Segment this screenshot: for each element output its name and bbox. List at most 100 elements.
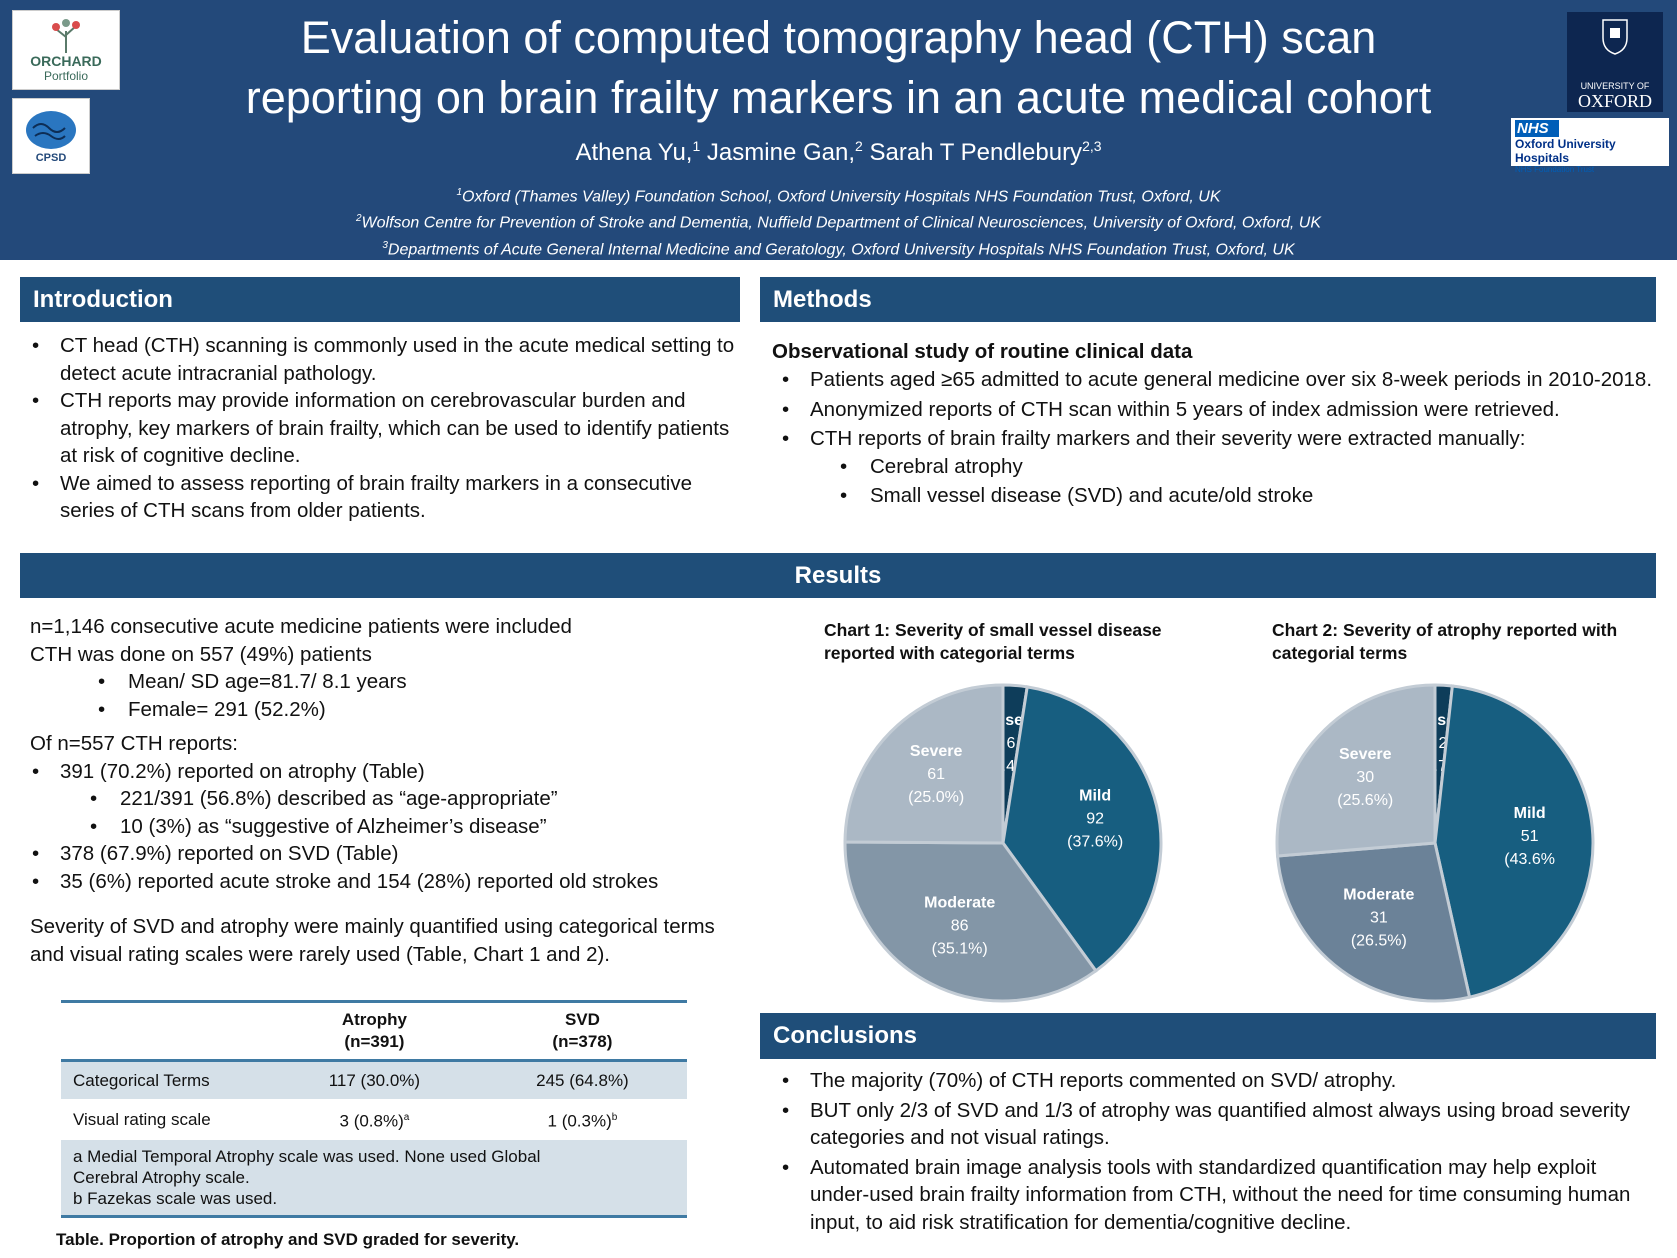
logo-text: ORCHARD [30, 53, 102, 69]
affiliation: 3Departments of Acute General Internal M… [0, 235, 1677, 261]
affil-sup: 3 [382, 239, 388, 251]
footnote-cell: a Medial Temporal Atrophy scale was used… [61, 1140, 687, 1217]
table-header: SVD (n=378) [478, 1002, 687, 1061]
footnote: a Medial Temporal Atrophy scale was used… [73, 1146, 541, 1187]
table-footnotes: a Medial Temporal Atrophy scale was used… [61, 1139, 687, 1217]
table-cell: Visual rating scale [73, 1109, 211, 1129]
header-text: Atrophy [341, 1010, 407, 1029]
chart2-title: Chart 2: Severity of atrophy reported wi… [1272, 620, 1618, 663]
author-name: Sarah T Pendlebury [862, 139, 1083, 166]
list-item: 391 (70.2%) reported on atrophy (Table) [22, 758, 730, 786]
table-header: Atrophy (n=391) [271, 1002, 478, 1061]
data-label-moderate: Moderate 31 (26.5%) [1343, 886, 1414, 949]
introduction-list: CT head (CTH) scanning is commonly used … [22, 332, 737, 525]
logo-text: UNIVERSITY OF [1580, 81, 1650, 91]
list-item: 378 (67.9%) reported on SVD (Table) [22, 840, 730, 868]
affiliation: 2Wolfson Centre for Prevention of Stroke… [0, 208, 1677, 234]
data-label-moderate: Moderate 86 (35.1%) [924, 894, 995, 957]
list-item: Anonymized reports of CTH scan within 5 … [772, 396, 1652, 424]
orchard-logo: ORCHARD Portfolio [12, 10, 120, 90]
list-item: Small vessel disease (SVD) and acute/old… [772, 482, 1652, 510]
oxford-logo: UNIVERSITY OF OXFORD [1567, 12, 1663, 112]
header-text: (n=378) [552, 1032, 613, 1051]
data-label-severe: Severe 30 (25.6%) [1337, 746, 1393, 809]
methods-list: Patients aged ≥65 admitted to acute gene… [772, 366, 1652, 510]
crest-icon [1602, 19, 1628, 55]
results-summary: Severity of SVD and atrophy were mainly … [30, 915, 715, 966]
data-label-mild: Mild 92 (37.6%) [1067, 788, 1123, 851]
pie-slice-severe [1275, 683, 1437, 858]
pie-slice-moderate [1275, 841, 1472, 1003]
author-name: Athena Yu, [575, 139, 693, 166]
logo-text: Portfolio [43, 69, 89, 83]
logo-text: OXFORD [1577, 91, 1652, 111]
list-item: We aimed to assess reporting of brain fr… [22, 470, 737, 525]
list-item: Cerebral atrophy [772, 453, 1652, 481]
title-line: reporting on brain frailty markers in an… [245, 72, 1432, 123]
methods-heading: Methods [760, 277, 1656, 322]
table-cell: 117 (30.0%) [328, 1071, 421, 1090]
affil-text: Departments of Acute General Internal Me… [387, 240, 1295, 258]
logo-text: NHS [1515, 120, 1559, 137]
chart1-pie: Absent 6 (2.4%)Mild 92 (37.6%)Moderate 86 (35.… [843, 683, 1163, 1003]
data-label-severe: Severe 61 (25.0%) [908, 743, 964, 806]
list-item: The majority (70%) of CTH reports commen… [772, 1067, 1632, 1095]
pie-slice-mild [1001, 685, 1163, 973]
affiliations: 1Oxford (Thames Valley) Foundation Schoo… [0, 182, 1677, 261]
author-name: Jasmine Gan, [700, 139, 855, 166]
chart1-title: Chart 1: Severity of small vessel diseas… [824, 620, 1162, 663]
footnote-mark: b [611, 1112, 618, 1123]
data-label-mild: Mild 51 (43.6% [1504, 805, 1555, 868]
table-header [61, 1002, 271, 1061]
results-line: CTH was done on 557 (49%) patients [30, 642, 372, 666]
cell-text: 3 (0.8%) [339, 1111, 404, 1131]
list-item: CTH reports may provide information on c… [22, 387, 737, 470]
conclusions-heading: Conclusions [760, 1013, 1656, 1059]
list-item: Mean/ SD age=81.7/ 8.1 years [30, 668, 730, 696]
table-row: Visual rating scale 3 (0.8%)a 1 (0.3%)b [61, 1099, 687, 1140]
table-cell: Categorical Terms [73, 1071, 210, 1090]
header-text: (n=391) [344, 1032, 405, 1051]
list-item: BUT only 2/3 of SVD and 1/3 of atrophy w… [772, 1097, 1632, 1152]
results-line: n=1,146 consecutive acute medicine patie… [30, 615, 572, 638]
pie-slice-mild [1433, 684, 1595, 999]
affil-sup: 1 [456, 187, 463, 198]
cpsd-logo: CPSD [12, 98, 90, 174]
affiliation: 1Oxford (Thames Valley) Foundation Schoo… [0, 182, 1677, 208]
title-line: Evaluation of computed tomography head (… [300, 12, 1377, 63]
results-heading: Results [20, 553, 1656, 598]
list-item: CT head (CTH) scanning is commonly used … [22, 332, 737, 387]
logo-text: NHS Foundation Trust [1515, 165, 1595, 174]
list-item: 10 (3%) as “suggestive of Alzheimer’s di… [22, 813, 730, 841]
introduction-heading: Introduction [20, 277, 740, 322]
list-item: 221/391 (56.8%) described as “age-approp… [22, 785, 730, 813]
list-item: CTH reports of brain frailty markers and… [772, 425, 1652, 453]
affil-text: Wolfson Centre for Prevention of Stroke … [361, 214, 1322, 232]
table-caption: Table. Proportion of atrophy and SVD gra… [56, 1230, 520, 1249]
poster-header: Evaluation of computed tomography head (… [0, 0, 1677, 260]
header-text: SVD [564, 1010, 600, 1029]
results-line: Of n=557 CTH reports: [30, 732, 238, 755]
nhs-logo: NHS Oxford University Hospitals NHS Foun… [1511, 118, 1669, 174]
authors: Athena Yu,1 Jasmine Gan,2 Sarah T Pendle… [0, 138, 1677, 167]
results-text: n=1,146 consecutive acute medicine patie… [30, 613, 730, 968]
pie-slice-moderate [843, 840, 1098, 1003]
affil-text: Oxford (Thames Valley) Foundation School… [462, 188, 1221, 206]
list-item: Automated brain image analysis tools wit… [772, 1154, 1632, 1237]
author-sup: 2,3 [1082, 138, 1102, 154]
methods-subheading: Observational study of routine clinical … [772, 340, 1193, 363]
brain-icon [26, 111, 76, 149]
results-table: Atrophy (n=391) SVD (n=378) Categorical Te… [61, 1000, 687, 1218]
footnote-mark: a [403, 1112, 410, 1123]
table-cell: 245 (64.8%) [536, 1071, 629, 1090]
cell-text: 1 (0.3%) [547, 1111, 612, 1131]
pie-slice-severe [843, 683, 1005, 845]
table-row: Categorical Terms 117 (30.0%) 245 (64.8%) [61, 1060, 687, 1099]
tree-icon [52, 19, 80, 53]
table-cell: 3 (0.8%)a [271, 1099, 478, 1140]
poster-title: Evaluation of computed tomography head (… [0, 8, 1677, 128]
footnote: b Fazekas scale was used. [73, 1188, 278, 1208]
logo-text: CPSD [35, 152, 67, 164]
list-item: Female= 291 (52.2%) [30, 696, 730, 724]
table-cell: 1 (0.3%)b [478, 1099, 687, 1140]
